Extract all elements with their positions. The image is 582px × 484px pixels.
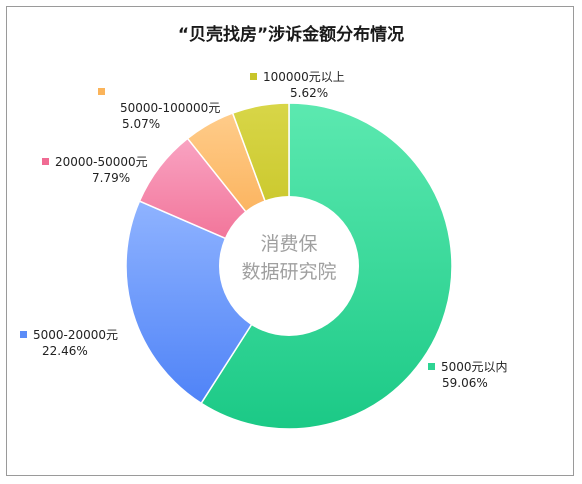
- slice-name: 50000-100000元: [120, 101, 221, 115]
- legend-swatch: [42, 158, 49, 165]
- watermark-line-2: 数据研究院: [241, 261, 337, 283]
- slice-label-50000-100000: 50000-100000元 5.07%: [98, 84, 220, 132]
- watermark: 消费保 数据研究院: [214, 230, 364, 286]
- slice-label-5000-under: 5000元以内 59.06%: [428, 359, 508, 391]
- slice-name: 20000-50000元: [55, 155, 148, 169]
- slice-percent: 22.46%: [42, 344, 88, 358]
- slice-percent: 59.06%: [442, 376, 488, 390]
- watermark-line-1: 消费保: [260, 233, 318, 255]
- slice-percent: 5.07%: [122, 117, 161, 131]
- slice-percent: 7.79%: [92, 171, 131, 185]
- donut-hole: [219, 196, 359, 336]
- slice-label-20000-50000: 20000-50000元 7.79%: [42, 154, 148, 186]
- chart-title: “贝壳找房”涉诉金额分布情况: [177, 25, 405, 45]
- slice-name: 100000元以上: [263, 70, 345, 84]
- slice-name: 5000元以内: [441, 360, 508, 374]
- slice-label-5000-20000: 5000-20000元 22.46%: [20, 327, 118, 359]
- slice-percent: 5.62%: [290, 86, 329, 100]
- legend-swatch: [20, 331, 27, 338]
- legend-swatch: [98, 88, 105, 95]
- slice-label-100000-over: 100000元以上 5.62%: [250, 69, 345, 101]
- slice-name: 5000-20000元: [33, 328, 119, 342]
- legend-swatch: [428, 363, 435, 370]
- legend-swatch: [250, 73, 257, 80]
